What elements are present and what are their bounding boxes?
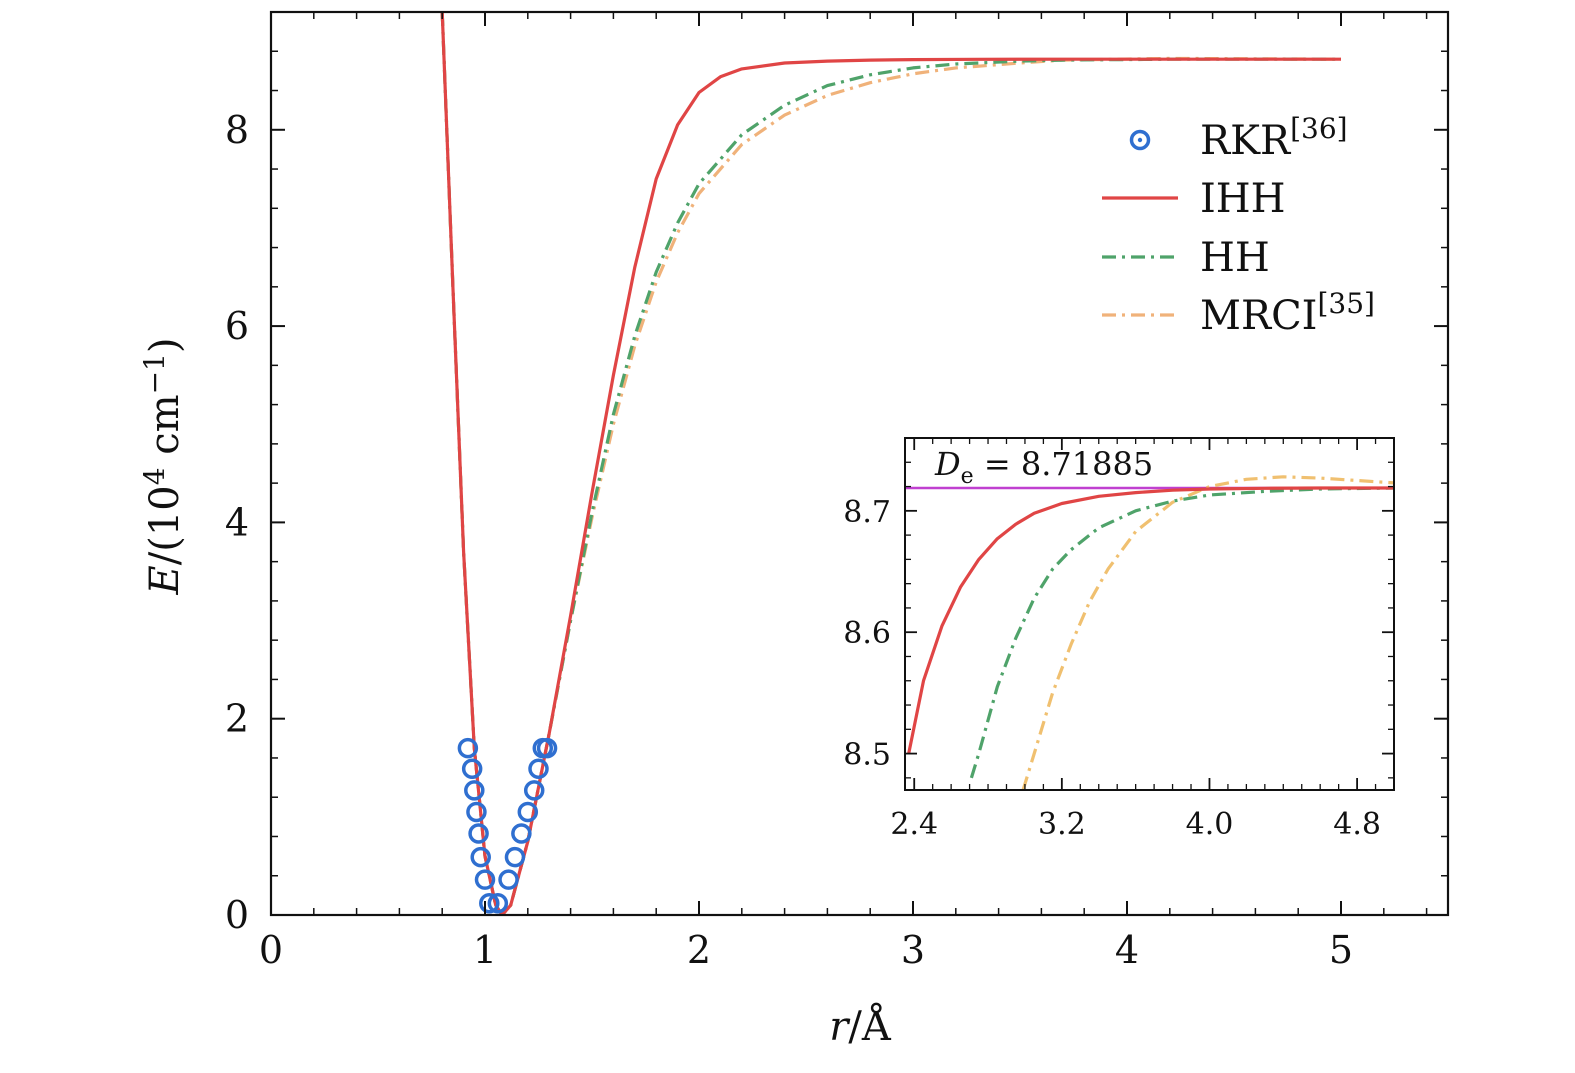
rkr-point xyxy=(487,892,509,914)
rkr-point xyxy=(523,780,545,801)
inset-series-line-ihh xyxy=(907,486,1394,754)
inset-plot: 2.4 3.2 4.0 4.8 8.5 8.6 8.7 xyxy=(843,437,1395,842)
legend-marker-rkr-dot xyxy=(1137,137,1143,143)
rkr-point xyxy=(498,869,519,890)
y-tick-label: 4 xyxy=(225,500,249,544)
inset-x-tick-label: 4.8 xyxy=(1333,807,1381,842)
legend-label-main: MRCI xyxy=(1200,293,1317,339)
x-axis-symbol: r xyxy=(829,1004,851,1050)
rkr-point xyxy=(470,846,491,868)
x-axis-unit: /Å xyxy=(848,1003,891,1050)
y-axis-unit-mid: cm xyxy=(142,394,188,467)
rkr-point xyxy=(466,801,487,823)
y-axis-symbol: E xyxy=(142,565,188,595)
rkr-point xyxy=(468,823,489,844)
y-tick-label: 8 xyxy=(225,108,249,152)
legend-label: IHH xyxy=(1200,176,1286,222)
x-tick-label: 0 xyxy=(259,928,283,972)
legend-label-main: HH xyxy=(1200,235,1270,281)
rkr-point xyxy=(517,801,539,823)
x-tick-label: 3 xyxy=(901,928,925,972)
y-axis-exponent: 4 xyxy=(138,467,171,485)
legend-label-main: RKR xyxy=(1200,118,1292,164)
y-axis-unit-close: ) xyxy=(142,338,188,354)
x-tick-label: 5 xyxy=(1329,928,1353,972)
rkr-point xyxy=(504,846,526,868)
rkr-point xyxy=(464,780,485,801)
main-plot-area xyxy=(440,12,1342,915)
rkr-point xyxy=(511,823,532,844)
main-axes: 0 1 2 3 4 5 0 2 4 6 8 xyxy=(225,10,1450,972)
y-tick-label: 6 xyxy=(225,304,249,348)
inset-de-symbol: D xyxy=(934,445,961,483)
y-tick-label: 2 xyxy=(225,697,249,741)
main-frame xyxy=(269,10,1450,917)
inset-de-value: = 8.71885 xyxy=(974,445,1153,483)
x-tick-label: 1 xyxy=(473,928,497,972)
rkr-point xyxy=(528,758,549,780)
inset-y-tick-label: 8.5 xyxy=(843,738,891,773)
rkr-point xyxy=(536,737,558,759)
x-tick-label: 4 xyxy=(1115,928,1139,972)
x-axis-label: r/Å xyxy=(829,1003,892,1050)
inset-x-tick-label: 2.4 xyxy=(890,807,938,842)
legend-label: MRCI[35] xyxy=(1200,287,1375,339)
inset-y-tick-label: 8.6 xyxy=(843,616,891,651)
legend-label: RKR[36] xyxy=(1200,112,1348,164)
y-axis-exponent-2: −1 xyxy=(138,353,171,394)
inset-series-line-hh xyxy=(969,486,1394,779)
legend-label: HH xyxy=(1200,235,1270,281)
inset-frame xyxy=(904,437,1395,791)
inset-series-line-mrci-35- xyxy=(1021,475,1394,790)
x-tick-label: 2 xyxy=(687,928,711,972)
y-axis-label: E/(104 cm−1) xyxy=(138,338,188,596)
inset-de-subscript: e xyxy=(961,464,974,489)
y-axis-unit-open: /(10 xyxy=(142,485,188,565)
legend-label-sup: [35] xyxy=(1317,287,1374,320)
rkr-point xyxy=(461,758,483,780)
legend-marker-rkr xyxy=(1129,129,1151,151)
inset-x-tick-label: 4.0 xyxy=(1186,807,1234,842)
legend-label-main: IHH xyxy=(1200,176,1286,222)
y-tick-label: 0 xyxy=(225,893,249,937)
rkr-point xyxy=(479,892,500,914)
rkr-point xyxy=(474,869,496,890)
inset-y-tick-label: 8.7 xyxy=(843,495,891,530)
rkr-point xyxy=(457,737,479,759)
main-series-group xyxy=(440,12,1342,915)
inset-de-annotation: De = 8.71885 xyxy=(934,445,1153,489)
inset-series-group xyxy=(905,475,1394,790)
inset-x-tick-label: 3.2 xyxy=(1038,807,1086,842)
legend-label-sup: [36] xyxy=(1290,112,1347,145)
inset-background xyxy=(905,438,1394,790)
